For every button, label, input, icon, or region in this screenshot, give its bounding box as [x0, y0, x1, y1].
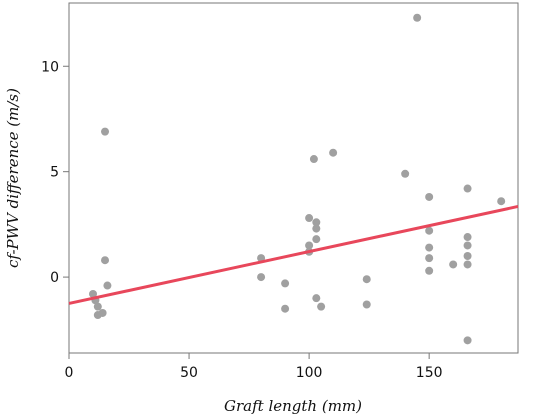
regression-line	[68, 204, 519, 305]
y-tick-label: 10	[41, 59, 59, 75]
data-point	[305, 241, 314, 250]
y-tick-label: 5	[50, 165, 59, 181]
data-point	[362, 300, 371, 309]
data-point	[425, 226, 434, 235]
data-point	[317, 302, 326, 311]
data-point	[89, 289, 98, 298]
x-axis: 0 50 100 150	[65, 353, 443, 381]
data-point	[312, 224, 321, 233]
data-point	[425, 243, 434, 252]
y-axis: 0 5 10	[41, 59, 69, 286]
data-point	[463, 241, 472, 250]
data-point	[98, 308, 107, 317]
plot-frame	[68, 2, 519, 354]
data-point	[257, 273, 266, 282]
data-point	[312, 294, 321, 303]
data-point	[281, 279, 290, 288]
data-point	[401, 169, 410, 178]
y-tick-label: 0	[50, 270, 59, 286]
data-point	[463, 252, 472, 261]
y-axis-title: cf-PWV difference (m/s)	[4, 88, 22, 268]
data-point	[463, 184, 472, 193]
data-point	[329, 148, 338, 157]
x-tick-label: 100	[296, 365, 323, 381]
data-point	[413, 13, 422, 22]
x-tick-label: 150	[416, 365, 443, 381]
data-point	[93, 302, 102, 311]
data-point	[305, 214, 314, 223]
data-point	[281, 304, 290, 313]
data-point	[101, 127, 110, 136]
data-point	[463, 233, 472, 242]
data-point	[101, 256, 110, 265]
x-tick-label: 50	[180, 365, 198, 381]
data-point	[103, 281, 112, 290]
data-point	[312, 235, 321, 244]
data-point	[362, 275, 371, 284]
x-axis-title: Graft length (mm)	[224, 397, 362, 415]
data-point	[497, 197, 506, 206]
data-point	[425, 254, 434, 263]
data-point	[463, 336, 472, 345]
data-points	[89, 13, 506, 345]
data-point	[312, 218, 321, 227]
data-point	[425, 266, 434, 275]
x-tick-label: 0	[65, 365, 74, 381]
data-point	[309, 155, 318, 164]
data-point	[449, 260, 458, 269]
data-point	[425, 192, 434, 201]
data-point	[463, 260, 472, 269]
